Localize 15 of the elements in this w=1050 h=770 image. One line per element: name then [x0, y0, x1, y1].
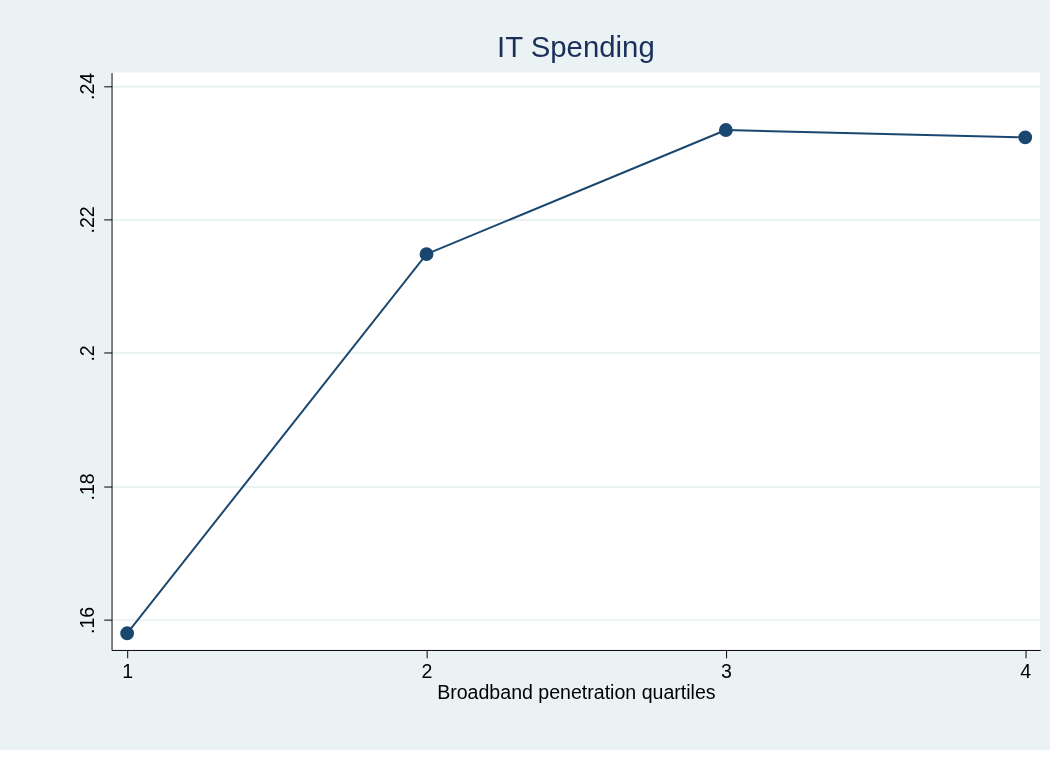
point [1018, 130, 1033, 145]
point [120, 626, 135, 641]
x-axis-title: Broadband penetration quartiles [437, 681, 716, 704]
point [419, 247, 434, 262]
y-tick-label: .22 [76, 206, 99, 234]
y-tick-label: .24 [76, 72, 99, 101]
x-tick-label: 1 [122, 659, 134, 682]
x-tick-label: 4 [1020, 659, 1032, 682]
chart-title: IT Spending [497, 29, 655, 63]
y-tick-label: .2 [76, 345, 99, 362]
y-tick-label: .16 [76, 606, 99, 635]
x-tick-label: 2 [421, 659, 433, 682]
x-tick-label: 3 [720, 659, 732, 682]
y-tick-label: .18 [76, 473, 99, 501]
point [718, 123, 733, 137]
